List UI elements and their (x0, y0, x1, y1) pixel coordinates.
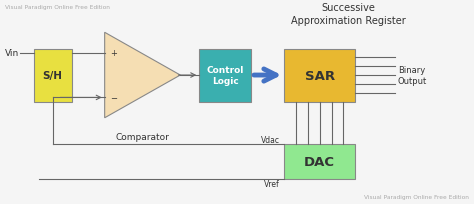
Text: Vin: Vin (5, 49, 19, 58)
Text: Successive
Approximation Register: Successive Approximation Register (291, 3, 405, 26)
Text: SAR: SAR (305, 69, 335, 82)
Text: Control
Logic: Control Logic (207, 65, 244, 86)
Text: Comparator: Comparator (116, 132, 169, 141)
FancyBboxPatch shape (199, 49, 251, 102)
FancyBboxPatch shape (284, 145, 355, 179)
Text: Visual Paradigm Online Free Edition: Visual Paradigm Online Free Edition (5, 5, 110, 10)
Text: Binary
Output: Binary Output (398, 65, 427, 86)
Text: DAC: DAC (304, 155, 335, 168)
Text: +: + (110, 49, 117, 58)
Text: Vref: Vref (264, 180, 280, 188)
FancyBboxPatch shape (284, 49, 355, 102)
Text: Vdac: Vdac (261, 135, 280, 144)
Text: S/H: S/H (43, 71, 63, 81)
Text: Visual Paradigm Online Free Edition: Visual Paradigm Online Free Edition (364, 194, 469, 199)
FancyBboxPatch shape (34, 49, 72, 102)
Polygon shape (105, 33, 180, 118)
Text: −: − (110, 93, 118, 102)
